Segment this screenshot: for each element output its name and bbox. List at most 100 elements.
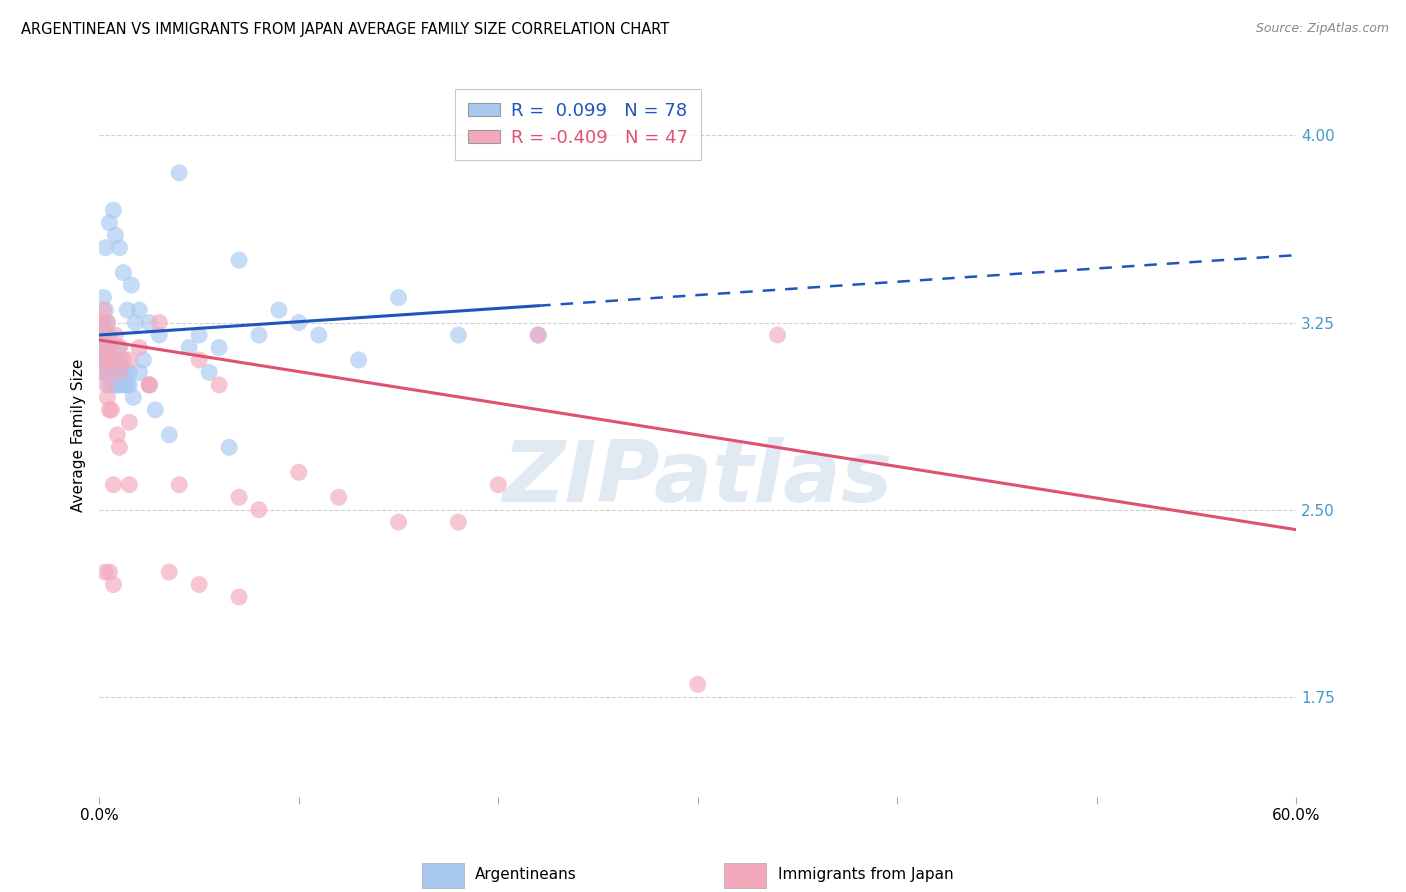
Point (94, 341, 117, 355)
Point (94, 328, 117, 343)
Point (98, 341, 121, 355)
Point (347, 353, 370, 368)
Point (96, 391, 118, 405)
Text: ARGENTINEAN VS IMMIGRANTS FROM JAPAN AVERAGE FAMILY SIZE CORRELATION CHART: ARGENTINEAN VS IMMIGRANTS FROM JAPAN AVE… (21, 22, 669, 37)
Point (208, 341, 231, 355)
Point (104, 378, 127, 392)
Point (198, 366, 221, 380)
Point (98, 402, 121, 417)
Point (98, 328, 121, 343)
Point (100, 366, 122, 380)
Point (112, 378, 135, 392)
Point (288, 465, 311, 479)
Point (387, 515, 409, 529)
Point (128, 366, 150, 380)
Point (120, 278, 142, 293)
Point (208, 378, 231, 392)
Point (167, 166, 190, 180)
Point (103, 366, 125, 380)
Point (247, 502, 270, 516)
Point (103, 477, 125, 491)
Point (114, 378, 136, 392)
Point (138, 316, 160, 330)
Point (96, 316, 118, 330)
Point (447, 515, 470, 529)
Text: Source: ZipAtlas.com: Source: ZipAtlas.com (1256, 22, 1389, 36)
Point (218, 440, 240, 454)
Point (122, 391, 145, 405)
Point (132, 353, 155, 368)
Point (107, 366, 129, 380)
Point (100, 341, 122, 355)
Point (103, 577, 125, 591)
Text: Immigrants from Japan: Immigrants from Japan (778, 867, 953, 881)
Point (128, 341, 150, 355)
Point (527, 328, 550, 343)
Point (103, 203, 125, 218)
Point (108, 241, 131, 255)
Point (94, 303, 117, 318)
Point (96, 353, 118, 368)
Point (112, 353, 135, 368)
Point (766, 328, 789, 343)
Point (157, 427, 180, 442)
Point (104, 228, 127, 243)
Text: ZIPatlas: ZIPatlas (502, 437, 893, 520)
Point (143, 402, 166, 417)
Point (138, 378, 160, 392)
Point (686, 677, 709, 691)
Point (104, 366, 127, 380)
Point (148, 328, 170, 343)
Point (117, 303, 139, 318)
Point (105, 427, 128, 442)
Point (148, 316, 170, 330)
Point (94, 241, 117, 255)
Point (118, 477, 141, 491)
Point (96, 328, 118, 343)
Point (167, 477, 190, 491)
Point (228, 590, 250, 604)
Point (93, 353, 115, 368)
Point (112, 266, 135, 280)
Point (104, 328, 127, 343)
Point (98, 378, 121, 392)
Point (100, 353, 122, 368)
Text: Argentineans: Argentineans (475, 867, 576, 881)
Point (112, 366, 135, 380)
Point (100, 402, 122, 417)
Point (93, 366, 115, 380)
Point (98, 565, 121, 579)
Point (247, 328, 270, 343)
Point (387, 291, 409, 305)
Y-axis label: Average Family Size: Average Family Size (72, 359, 86, 511)
Point (117, 378, 139, 392)
Point (93, 303, 115, 318)
Point (97, 366, 120, 380)
Point (105, 353, 128, 368)
Point (96, 378, 118, 392)
Point (94, 341, 117, 355)
Point (105, 378, 128, 392)
Point (188, 577, 211, 591)
Point (288, 316, 311, 330)
Point (108, 378, 131, 392)
Point (93, 366, 115, 380)
Point (110, 353, 132, 368)
Point (527, 328, 550, 343)
Point (91, 316, 114, 330)
Point (138, 378, 160, 392)
Point (96, 316, 118, 330)
Point (100, 353, 122, 368)
Point (108, 341, 131, 355)
Point (91, 316, 114, 330)
Point (93, 291, 115, 305)
Legend: R =  0.099   N = 78, R = -0.409   N = 47: R = 0.099 N = 78, R = -0.409 N = 47 (456, 89, 700, 160)
Point (98, 216, 121, 230)
Point (103, 353, 125, 368)
Point (96, 341, 118, 355)
Point (93, 353, 115, 368)
Point (91, 353, 114, 368)
Point (103, 353, 125, 368)
Point (108, 440, 131, 454)
Point (188, 328, 211, 343)
